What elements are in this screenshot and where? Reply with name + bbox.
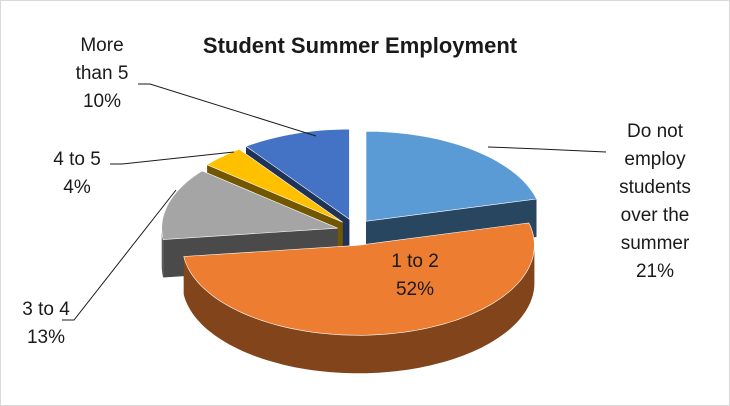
leader-line (62, 189, 177, 321)
category-label: 3 to 4 (22, 299, 70, 320)
category-label: 1 to 2 (391, 251, 439, 272)
slice (365, 130, 537, 222)
leader-line (487, 146, 607, 153)
value-label: 4% (63, 177, 91, 198)
chart-title: Student Summer Employment (202, 33, 518, 58)
slice (206, 148, 343, 223)
slice (245, 128, 350, 220)
data-label: 1 to 2 52% (360, 248, 470, 304)
leader-line (110, 151, 235, 165)
data-label: More than 5 10% (62, 32, 142, 116)
category-label: More than 5 (75, 35, 129, 84)
leader-line (138, 83, 317, 137)
value-label: 21% (635, 261, 675, 282)
data-label: 3 to 4 13% (6, 296, 86, 352)
slice-wall (161, 228, 164, 278)
value-label: 13% (26, 327, 66, 348)
slice (183, 222, 535, 336)
category-label: 4 to 5 (53, 149, 101, 170)
data-label: 4 to 5 4% (42, 146, 112, 202)
value-label: 10% (82, 91, 122, 112)
data-label: Do not employ students over the summer 2… (602, 118, 708, 286)
leader-lines (62, 83, 607, 321)
slice (161, 170, 338, 240)
value-label: 52% (395, 279, 435, 300)
slice-wall (183, 245, 535, 374)
slices (161, 128, 537, 374)
category-label: Do not employ students over the summer (619, 121, 691, 254)
